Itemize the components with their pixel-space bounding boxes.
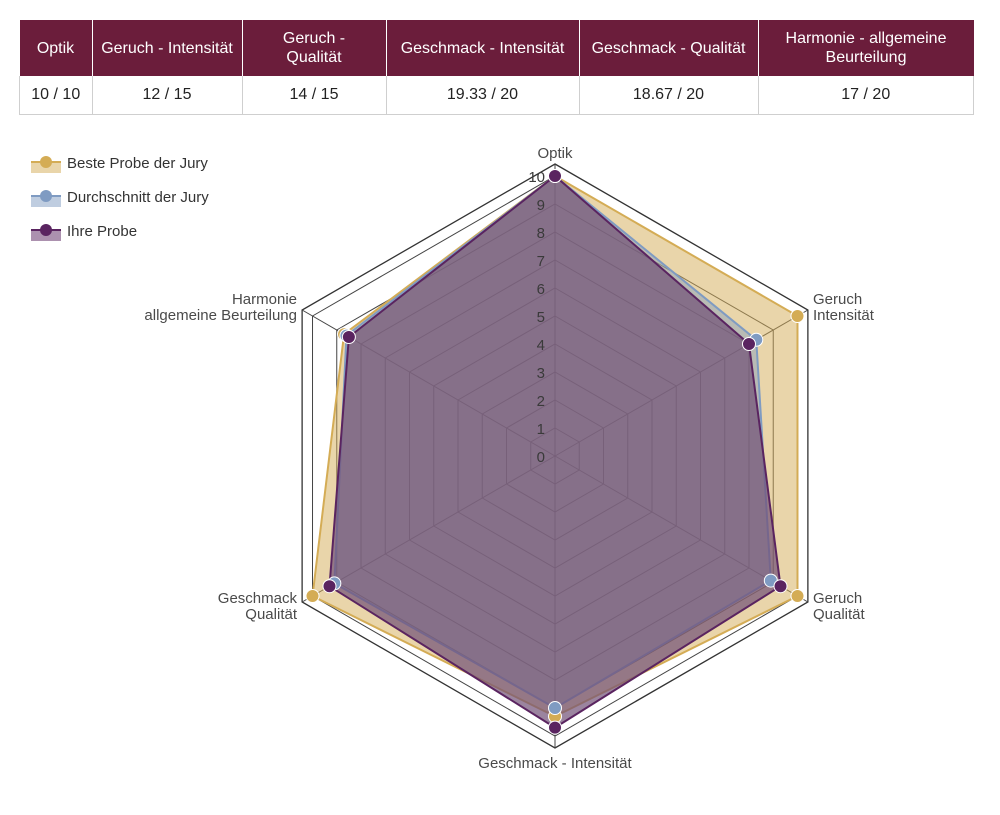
header-label: Harmonie - allgemeine <box>785 30 947 47</box>
radar-tick-label: 5 <box>537 309 545 326</box>
radar-tick-label: 10 <box>528 169 545 186</box>
header-geruch-qualitaet: Geruch - Qualität <box>242 20 387 76</box>
legend-label: Durchschnitt der Jury <box>67 188 209 206</box>
score-cell: 17 / 20 <box>757 76 974 115</box>
score-cell: 14 / 15 <box>241 76 387 115</box>
radar-point <box>322 579 337 594</box>
radar-point <box>305 589 320 603</box>
legend-item-sample[interactable]: Ihre Probe <box>31 214 209 248</box>
radar-point <box>548 169 562 183</box>
score-header-row: Optik Geruch - Intensität Geruch - Qualit… <box>19 20 974 76</box>
radar-point <box>548 720 562 735</box>
radar-point <box>773 579 788 594</box>
swatch-marker <box>40 224 52 236</box>
header-geruch-intensitaet: Geruch - Intensität <box>92 20 243 76</box>
header-label: Geschmack - Qualität <box>591 39 746 57</box>
radar-tick-label: 0 <box>537 449 545 466</box>
radar-tick-label: 3 <box>537 365 545 382</box>
radar-axis-label: Qualität <box>245 606 298 623</box>
radar-axis-label: Geruch <box>813 590 862 607</box>
radar-axis-label: allgemeine Beurteilung <box>144 307 297 324</box>
header-geschmack-intensitaet: Geschmack - Intensität <box>386 20 580 76</box>
score-value-row: 10 / 10 12 / 15 14 / 15 19.33 / 20 18.67… <box>19 76 974 115</box>
score-cell: 10 / 10 <box>19 76 93 115</box>
radar-axis-label: Qualität <box>813 606 866 623</box>
radar-point <box>790 589 805 603</box>
legend-label: Beste Probe der Jury <box>67 154 208 172</box>
legend-item-average[interactable]: Durchschnitt der Jury <box>31 180 209 214</box>
score-table: Optik Geruch - Intensität Geruch - Qualit… <box>19 20 974 115</box>
legend-swatch-icon <box>31 156 61 173</box>
legend-label: Ihre Probe <box>67 222 138 240</box>
header-label: Qualität <box>286 49 342 66</box>
chart-legend: Beste Probe der Jury Durchschnitt der Ju… <box>31 146 209 248</box>
score-cell: 19.33 / 20 <box>385 76 580 115</box>
header-label: Optik <box>36 39 75 57</box>
radar-point <box>790 309 805 323</box>
header-label: Beurteilung <box>825 49 907 66</box>
radar-axis-label: Geschmack - Intensität <box>478 755 632 772</box>
score-cell: 12 / 15 <box>91 76 243 115</box>
radar-point <box>341 330 356 344</box>
header-harmonie: Harmonie - allgemeine Beurteilung <box>758 20 974 76</box>
radar-axis-label: Harmonie <box>232 291 297 308</box>
legend-item-best[interactable]: Beste Probe der Jury <box>31 146 209 180</box>
radar-tick-label: 2 <box>537 393 545 410</box>
radar-axis-label: Geruch <box>813 291 862 308</box>
header-label: Geruch - <box>282 30 346 47</box>
radar-tick-label: 1 <box>537 421 545 438</box>
radar-tick-label: 9 <box>537 197 545 214</box>
radar-point <box>741 337 756 351</box>
header-label: Geruch - Intensität <box>101 39 233 57</box>
radar-axis-label: Intensität <box>813 307 875 324</box>
radar-tick-label: 6 <box>537 281 545 298</box>
score-cell: 18.67 / 20 <box>578 76 759 115</box>
radar-point <box>548 701 562 715</box>
swatch-marker <box>40 190 52 202</box>
radar-tick-label: 8 <box>537 225 545 242</box>
radar-tick-label: 7 <box>537 253 545 270</box>
header-label: Geschmack - Intensität <box>400 39 565 57</box>
swatch-marker <box>40 156 52 168</box>
header-optik: Optik <box>19 20 93 76</box>
legend-swatch-icon <box>31 190 61 207</box>
header-geschmack-qualitaet: Geschmack - Qualität <box>579 20 759 76</box>
radar-axis-label: Geschmack <box>218 590 298 607</box>
radar-tick-label: 4 <box>537 337 545 354</box>
legend-swatch-icon <box>31 224 61 241</box>
radar-axis-label: Optik <box>537 145 573 162</box>
